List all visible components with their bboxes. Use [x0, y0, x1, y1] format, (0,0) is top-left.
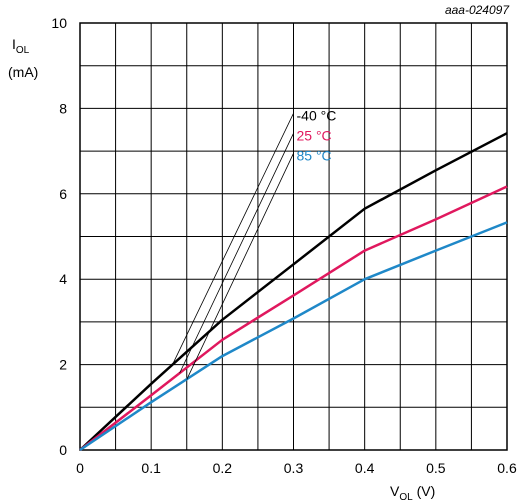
legend: -40 °C 25 °C 85 °C — [297, 107, 337, 163]
x-tick-labels: 0 0.1 0.2 0.3 0.4 0.5 0.6 — [76, 460, 517, 476]
y-tick-label: 6 — [59, 186, 67, 202]
legend-pointer-line — [179, 133, 294, 374]
x-axis-label-main: V — [390, 483, 400, 499]
series-line-1 — [79, 185, 508, 451]
y-tick-label: 0 — [59, 442, 67, 458]
y-tick-label: 4 — [59, 271, 67, 287]
grid — [79, 22, 508, 451]
legend-pointer-line — [186, 153, 294, 380]
plot-frame — [79, 22, 508, 451]
x-tick-label: 0.2 — [213, 460, 233, 476]
y-tick-label: 2 — [59, 357, 67, 373]
x-tick-label: 0.4 — [355, 460, 375, 476]
legend-pointer-line — [172, 113, 294, 365]
y-axis-unit: (mA) — [8, 64, 38, 80]
legend-label: -40 °C — [297, 107, 337, 123]
y-tick-label: 10 — [51, 15, 67, 31]
legend-label: 25 °C — [297, 127, 332, 143]
figure-id: aaa-024097 — [445, 3, 510, 17]
series-line-2 — [79, 221, 508, 452]
y-tick-labels: 0 2 4 6 8 10 — [51, 15, 67, 458]
x-axis-label: VOL (V) — [390, 483, 435, 501]
x-tick-label: 0.5 — [426, 460, 446, 476]
x-tick-label: 0.1 — [141, 460, 161, 476]
x-axis-label-sub: OL — [399, 492, 413, 501]
x-tick-label: 0.6 — [497, 460, 517, 476]
series-line-0 — [79, 132, 508, 451]
x-tick-label: 0.3 — [284, 460, 304, 476]
y-tick-label: 8 — [59, 100, 67, 116]
legend-pointers — [172, 113, 294, 380]
y-axis-label-main: I — [12, 36, 16, 52]
y-axis-label-sub: OL — [16, 45, 30, 56]
x-tick-label: 0 — [76, 460, 84, 476]
legend-label: 85 °C — [297, 147, 332, 163]
series-lines — [79, 132, 508, 452]
x-axis-label-unit: (V) — [413, 483, 436, 499]
y-axis-label: IOL — [12, 36, 30, 56]
